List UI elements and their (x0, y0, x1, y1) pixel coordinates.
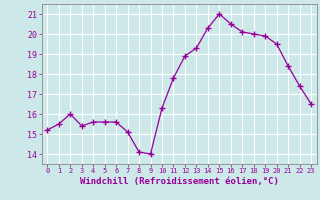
X-axis label: Windchill (Refroidissement éolien,°C): Windchill (Refroidissement éolien,°C) (80, 177, 279, 186)
